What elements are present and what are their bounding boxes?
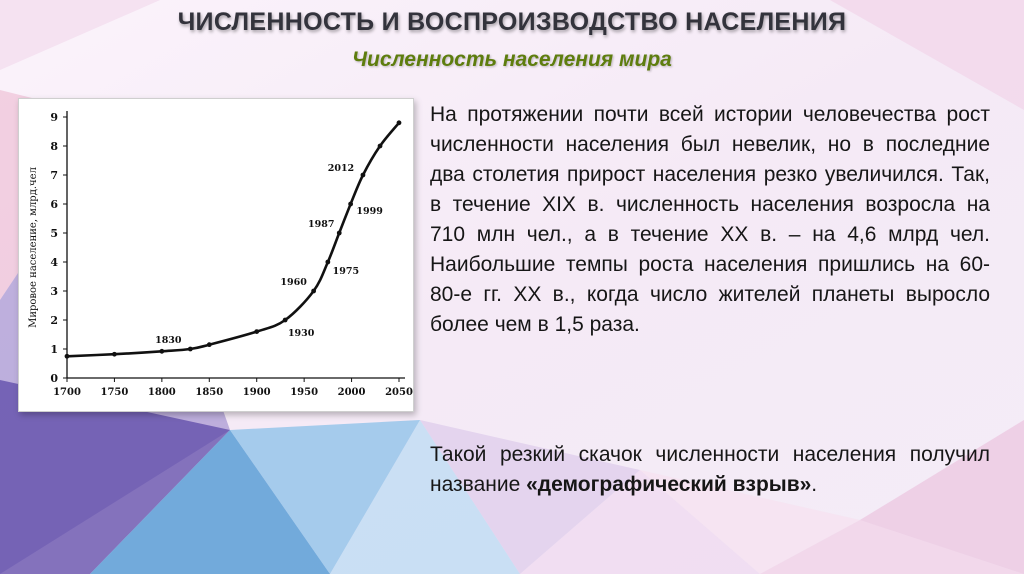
data-point <box>311 288 317 294</box>
data-point <box>112 351 117 357</box>
year-annotation: 1975 <box>333 266 359 277</box>
year-annotation: 1830 <box>155 335 182 346</box>
year-annotation: 1999 <box>356 206 383 217</box>
year-annotation: 1987 <box>308 219 334 230</box>
page-subtitle: Численность населения мира <box>352 48 672 71</box>
population-chart: 0 1 2 3 4 5 6 7 8 9 1700 1750 1800 1850 1900 1950 2000 20… <box>28 111 413 398</box>
y-tick-label: 2 <box>50 314 58 327</box>
data-point <box>336 230 342 236</box>
population-line <box>65 121 401 358</box>
data-point <box>396 120 402 126</box>
y-tick-label: 5 <box>50 227 58 240</box>
data-point <box>360 172 366 178</box>
data-point <box>64 353 70 359</box>
y-tick-label: 4 <box>50 256 58 269</box>
y-tick-label: 1 <box>50 343 58 356</box>
y-tick-label: 8 <box>50 140 58 153</box>
year-annotation: 1930 <box>288 328 315 339</box>
year-annotation: 1960 <box>280 277 307 288</box>
year-annotation: 2012 <box>328 163 354 174</box>
x-tick-label: 2000 <box>338 387 366 398</box>
data-point <box>187 346 193 352</box>
paragraph2-text: Такой резкий скачок численности населени… <box>430 443 990 496</box>
page-title: ЧИСЛЕННОСТЬ И ВОСПРОИЗВОДСТВО НАСЕЛЕНИЯ <box>177 8 847 36</box>
data-point <box>348 201 354 207</box>
y-tick-label: 7 <box>50 169 58 182</box>
y-tick-label: 9 <box>50 111 58 124</box>
y-tick-label: 6 <box>50 198 58 211</box>
data-point <box>159 348 165 354</box>
x-tick-label: 2050 <box>385 387 413 398</box>
y-axis-label: Мировое население, млрд.чел <box>28 167 39 328</box>
x-tick-label: 1750 <box>101 387 129 398</box>
x-tick-label: 1700 <box>53 387 81 398</box>
x-tick-label: 1800 <box>148 387 176 398</box>
data-point <box>377 143 383 149</box>
paragraph-history: На протяжении почти всей истории человеч… <box>430 103 990 336</box>
term-demographic-explosion: «демографический взрыв» <box>526 473 812 496</box>
y-tick-label: 3 <box>50 285 58 298</box>
paragraph-demographic-explosion: Такой резкий скачок численности населени… <box>430 440 990 500</box>
data-point <box>325 259 331 265</box>
data-point <box>206 342 212 348</box>
chart-panel: 0 1 2 3 4 5 6 7 8 9 1700 1750 1800 1850 1900 1950 2000 20… <box>18 98 414 412</box>
y-tick-label: 0 <box>50 372 58 385</box>
data-point <box>282 317 288 323</box>
x-tick-label: 1850 <box>195 387 223 398</box>
paragraph2-end: . <box>811 473 818 496</box>
data-point <box>254 329 260 334</box>
x-tick-label: 1950 <box>290 387 318 398</box>
x-tick-label: 1900 <box>243 387 271 398</box>
